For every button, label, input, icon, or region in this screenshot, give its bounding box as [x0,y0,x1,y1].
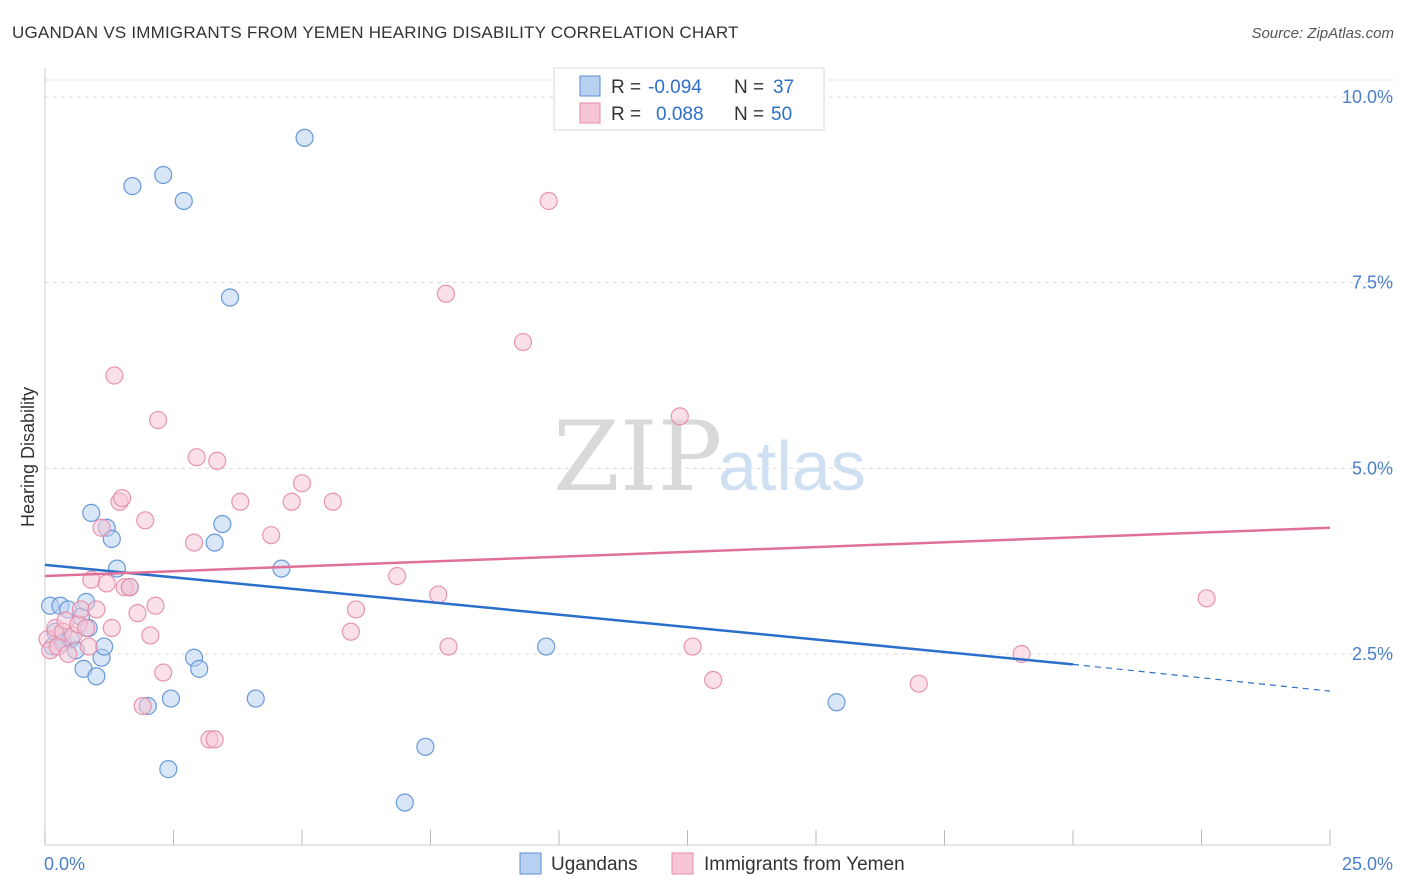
legend-r-value-0: -0.094 [648,77,702,98]
x-tick-label-1: 25.0% [1342,854,1393,874]
point-ugandans-15 [95,637,114,656]
point-yemen-22 [128,604,147,623]
watermark-zip: ZIP [553,401,722,513]
watermark: ZIP atlas [553,401,866,513]
point-yemen-11 [79,637,98,656]
point-ugandans-25 [174,191,193,211]
point-ugandans-23 [159,760,178,779]
point-yemen-15 [97,574,116,593]
chart-title: UGANDAN VS IMMIGRANTS FROM YEMEN HEARING… [12,23,739,42]
data-points [38,128,1216,812]
y-tick-label-3: 10.0% [1342,87,1393,107]
point-ugandans-36 [537,637,556,656]
point-yemen-26 [146,596,165,615]
series-legend-ugandans: Ugandans [551,854,638,875]
point-yemen-42 [429,585,448,604]
series-legend-yemen: Immigrants from Yemen [704,854,905,875]
legend-r-label-0: R = [611,77,641,98]
point-ugandans-29 [213,514,232,534]
point-yemen-17 [105,366,124,385]
point-yemen-39 [341,622,360,641]
point-yemen-40 [346,600,366,619]
watermark-atlas: atlas [718,427,866,505]
legend-n-value-1: 50 [771,104,792,125]
point-yemen-49 [704,670,723,690]
series-legend-swatch-ugandans [519,852,542,875]
legend-r-label-1: R = [611,104,641,125]
point-ugandans-24 [161,689,181,708]
y-tick-label-2: 7.5% [1352,273,1393,293]
point-yemen-32 [205,730,224,749]
point-yemen-30 [187,448,206,467]
series-legend: Ugandans Immigrants from Yemen [519,852,905,875]
stats-legend: R = -0.094 N = 37 R = 0.088 N = 50 [553,67,825,131]
point-yemen-38 [323,492,342,511]
tick-labels: 2.5% 5.0% 7.5% 10.0% 0.0% 25.0% [44,87,1393,874]
point-ugandans-13 [87,667,106,686]
point-yemen-36 [282,492,301,511]
x-tick-label-0: 0.0% [44,854,85,874]
point-yemen-16 [102,618,121,638]
point-ugandans-30 [220,288,240,307]
point-ugandans-28 [205,533,224,552]
point-yemen-28 [154,663,173,682]
point-yemen-43 [436,284,456,303]
point-yemen-23 [133,696,152,716]
point-yemen-21 [120,578,139,597]
axes [44,68,1331,846]
point-ugandans-17 [102,529,121,548]
point-ugandans-37 [827,693,846,712]
point-yemen-37 [292,474,312,493]
point-ugandans-34 [395,793,414,812]
point-yemen-25 [141,626,160,645]
point-yemen-6 [59,644,78,664]
point-ugandans-33 [295,128,314,147]
point-ugandans-35 [416,737,435,756]
trend-line-yemen [44,526,1331,578]
point-yemen-50 [909,674,928,693]
point-ugandans-20 [123,177,142,196]
point-yemen-47 [670,407,689,426]
point-yemen-14 [92,518,111,537]
legend-swatch-ugandans [579,75,601,97]
point-yemen-35 [262,526,281,545]
y-tick-label-1: 5.0% [1352,458,1393,478]
legend-swatch-yemen [579,102,601,124]
point-ugandans-31 [246,689,265,708]
point-yemen-46 [539,191,558,211]
point-yemen-41 [387,566,407,586]
point-yemen-52 [1197,589,1216,608]
trend-lines [44,526,1331,692]
trend-line-ugandans [44,563,1074,666]
point-ugandans-27 [190,659,209,678]
point-yemen-9 [71,600,91,619]
point-ugandans-22 [154,165,173,185]
trend-line-ugandans-extension [1072,663,1331,692]
legend-n-value-0: 37 [773,77,794,98]
source-label: Source: ZipAtlas.com [1251,25,1394,42]
point-yemen-33 [208,451,227,471]
legend-r-value-1: 0.088 [656,104,704,125]
point-yemen-34 [231,492,250,511]
y-tick-label-0: 2.5% [1352,644,1393,664]
legend-n-label-1: N = [734,104,764,125]
point-yemen-13 [87,600,106,619]
legend-n-label-0: N = [734,77,764,98]
point-yemen-48 [683,637,702,656]
point-ugandans-12 [82,503,101,522]
point-yemen-45 [513,332,533,352]
point-yemen-29 [184,533,204,552]
point-yemen-10 [77,618,96,638]
point-yemen-19 [112,488,132,508]
point-yemen-24 [136,511,155,530]
point-yemen-44 [439,637,458,656]
series-legend-swatch-yemen [671,852,694,875]
y-axis-title: Hearing Disability [18,387,38,527]
point-yemen-27 [148,410,168,430]
